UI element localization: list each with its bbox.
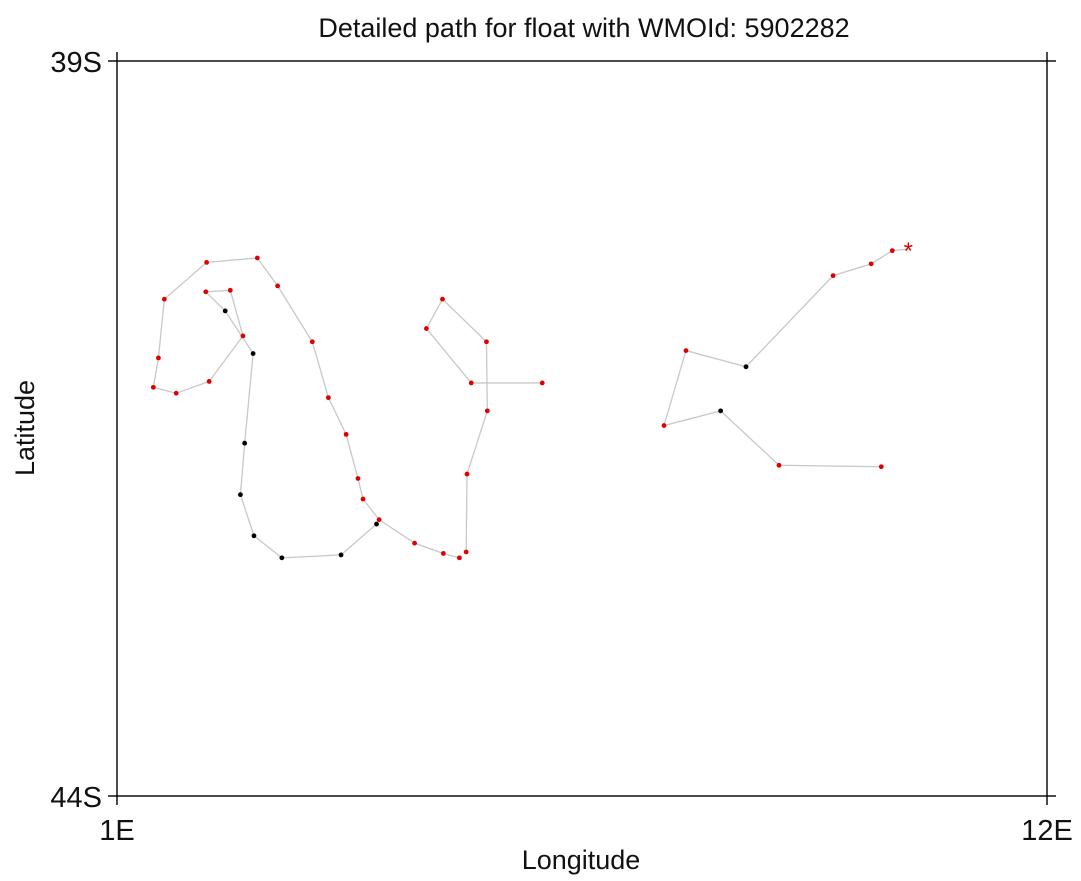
y-tick-label-top: 39S — [50, 47, 102, 79]
profile-point — [150, 384, 156, 390]
profile-point — [309, 339, 315, 345]
profile-point — [355, 476, 361, 481]
profile-point — [484, 408, 490, 414]
profile-point — [250, 351, 256, 356]
track-segment-middle — [425, 298, 543, 552]
x-axis-label: Longitude — [522, 845, 641, 875]
latest-position: * — [904, 238, 913, 265]
profile-point — [240, 333, 246, 339]
profile-point — [468, 380, 474, 386]
track-segment-west — [152, 257, 460, 559]
plot-border — [116, 60, 1048, 797]
profile-point — [279, 555, 285, 561]
axis-ticks — [108, 52, 1056, 805]
plot-frame — [116, 60, 1048, 797]
profile-point — [156, 355, 161, 361]
profile-point — [204, 259, 210, 265]
profile-point — [868, 261, 874, 267]
profile-point — [376, 517, 382, 523]
profile-point — [343, 431, 349, 437]
profile-point — [776, 462, 782, 468]
profile-point — [830, 273, 836, 279]
profile-point — [440, 296, 445, 302]
profile-point — [464, 471, 470, 477]
profile-point — [683, 348, 689, 353]
profile-point — [251, 533, 257, 539]
x-tick-label-left: 1E — [99, 815, 134, 847]
profile-point — [374, 521, 379, 527]
profile-point — [238, 492, 243, 498]
profile-point — [457, 555, 462, 561]
profile-point — [463, 549, 469, 555]
track-segment-east — [663, 248, 909, 468]
profile-point — [424, 326, 429, 331]
profile-point — [360, 496, 366, 502]
profile-point — [242, 440, 248, 446]
profile-point — [206, 379, 212, 384]
profile-point — [718, 408, 724, 414]
x-tick-label-right: 12E — [1021, 815, 1073, 847]
profile-point — [203, 289, 209, 295]
profile-point — [539, 380, 545, 386]
profile-point — [412, 540, 417, 546]
profile-point — [743, 364, 749, 370]
profile-point — [222, 308, 228, 314]
latest-position-marker: * — [904, 238, 913, 265]
y-tick-label-bottom: 44S — [50, 782, 102, 814]
profile-point — [173, 390, 179, 396]
profile-point — [661, 423, 667, 428]
profile-point — [889, 248, 895, 254]
profile-point — [484, 339, 489, 345]
profile-point — [227, 287, 233, 293]
profile-point — [878, 464, 884, 470]
profile-point — [338, 552, 344, 558]
y-axis-label: Latitude — [10, 380, 40, 476]
chart-title: Detailed path for float with WMOId: 5902… — [318, 13, 849, 43]
profile-point — [254, 255, 260, 261]
profile-point — [325, 395, 331, 401]
profile-point — [161, 296, 167, 302]
profile-point — [275, 283, 281, 289]
float-track — [152, 248, 909, 559]
float-profiles — [150, 248, 895, 561]
profile-point — [440, 551, 446, 556]
